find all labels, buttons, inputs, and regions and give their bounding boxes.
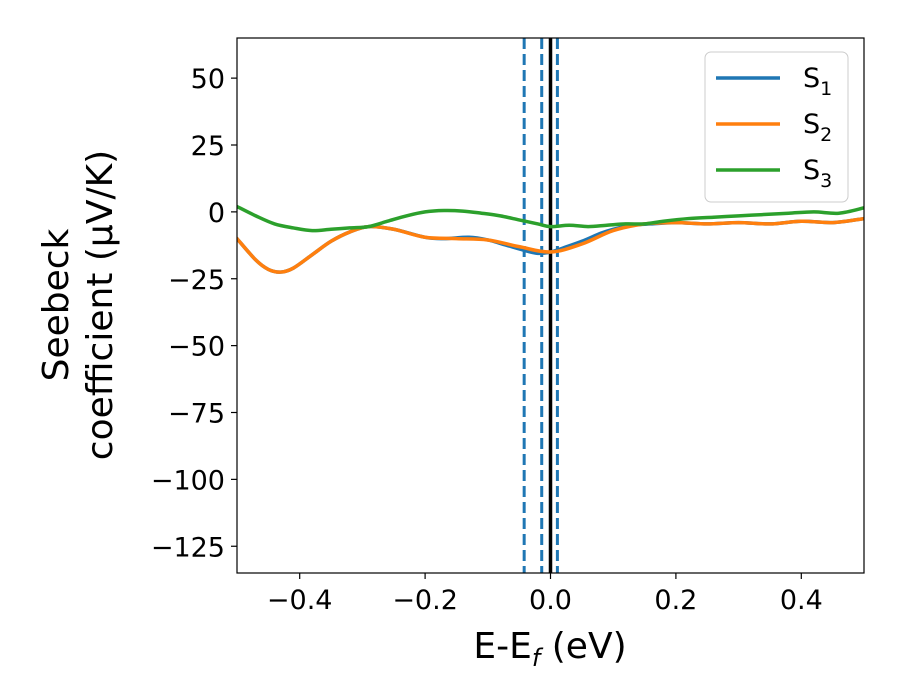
series-line-s3 [237,204,864,233]
series-layer [237,204,864,274]
x-axis: −0.4 −0.2 0.0 0.2 0.4 [267,573,823,616]
y-axis-label-line1: Seebeck [36,228,77,381]
y-axis: 50 25 0 −25 −50 −75 −100 −125 [151,64,237,563]
x-tick-label: 0.4 [780,585,823,616]
legend-box [704,51,849,203]
y-tick-label: −50 [168,332,225,363]
y-axis-label: Seebeck coefficient (μV/K) [36,150,121,460]
y-tick-label: −125 [151,532,225,563]
y-tick-label: −25 [168,265,225,296]
reference-lines [522,38,559,573]
y-tick-label: −75 [168,399,225,430]
y-tick-label: 25 [191,131,225,162]
legend-label: S3 [803,155,832,192]
x-tick-label: −0.2 [392,585,458,616]
x-axis-label: E-Ef (eV) [473,626,626,672]
y-axis-label-line2: coefficient (μV/K) [80,150,121,460]
series-line-s2 [237,216,864,274]
legend: S1 S2 S3 [704,51,849,203]
legend-label: S2 [803,109,832,146]
legend-label: S1 [803,63,832,100]
x-tick-label: −0.4 [267,585,333,616]
y-tick-label: 0 [208,198,225,229]
y-tick-label: −100 [151,465,225,496]
x-tick-label: 0.0 [529,585,572,616]
x-tick-label: 0.2 [654,585,697,616]
y-tick-label: 50 [191,64,225,95]
